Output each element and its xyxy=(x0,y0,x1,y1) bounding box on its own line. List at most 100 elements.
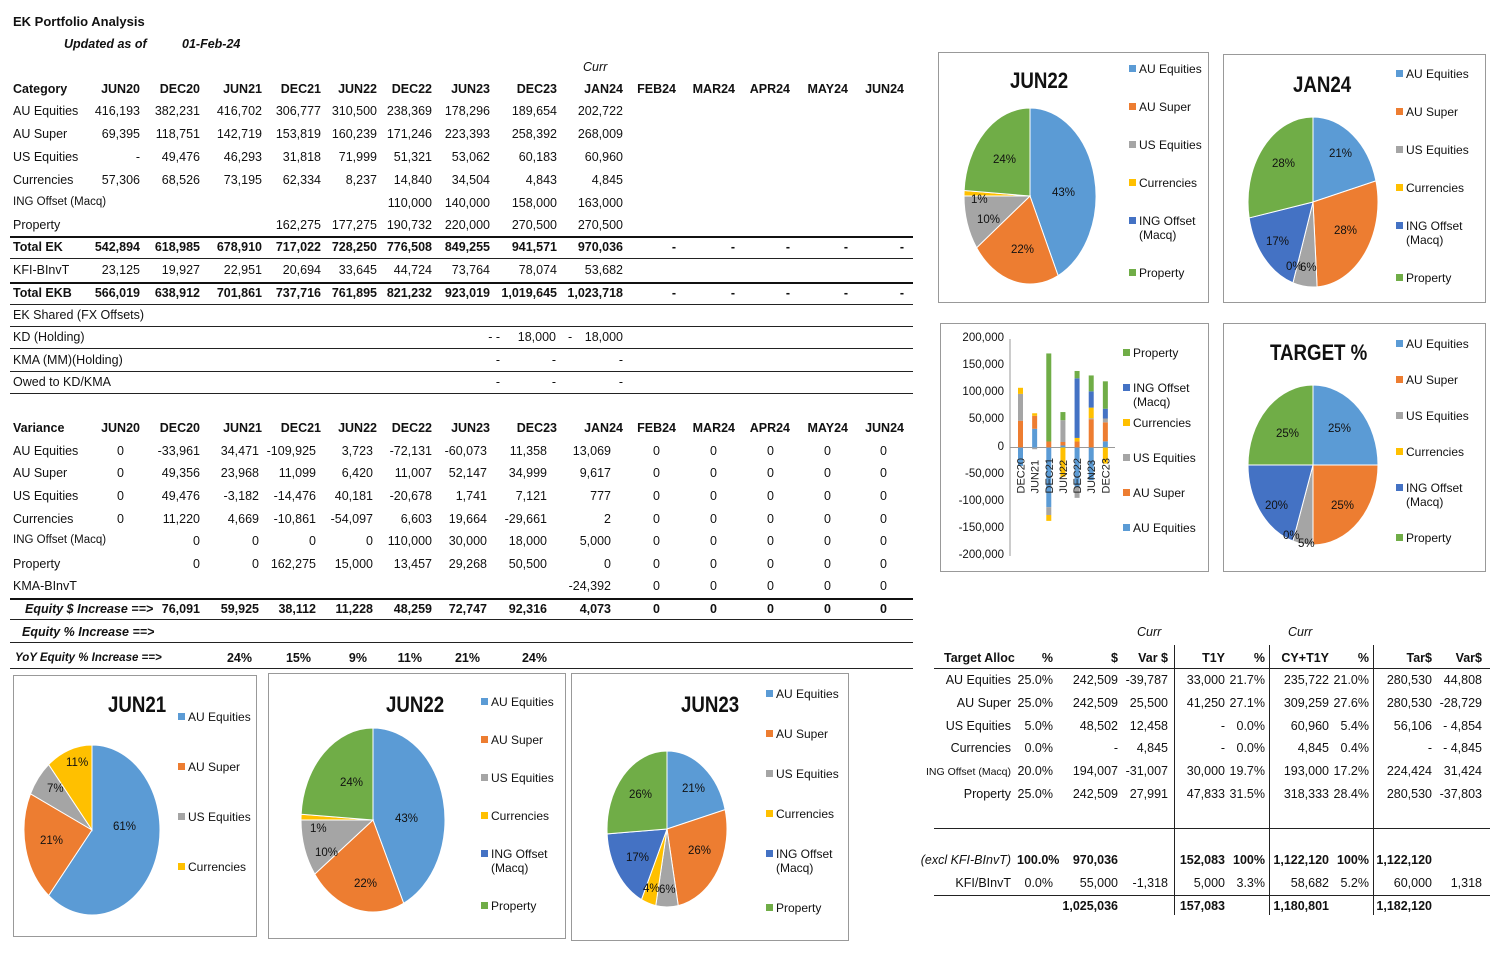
holding-label: KFI-BInvT xyxy=(13,263,70,277)
target-kfi-cell: 60,000 xyxy=(1393,876,1432,890)
pie-legend: AU Equities AU Super US Equities Currencies… xyxy=(481,695,566,937)
target-header: % xyxy=(1357,651,1369,665)
legend-swatch xyxy=(1123,384,1130,391)
shared-cell: - xyxy=(495,353,500,367)
target-cell: 280,530 xyxy=(1386,787,1432,801)
bar-segment xyxy=(1088,375,1094,392)
legend-item: Property xyxy=(766,901,851,915)
legend-swatch xyxy=(1123,349,1130,356)
target-header: T1Y xyxy=(1202,651,1225,665)
target-header: $ xyxy=(1111,651,1118,665)
target-cell: 0.0% xyxy=(1024,741,1054,755)
bar-segment xyxy=(1074,486,1080,498)
x-category-label: DEC20 xyxy=(1016,458,1028,493)
target-cell: - xyxy=(1427,741,1432,755)
legend-swatch xyxy=(766,690,773,697)
legend-item: AU Super xyxy=(1129,100,1214,114)
variance-cell: 0 xyxy=(252,534,259,548)
pie-data-label: 43% xyxy=(1052,187,1076,199)
legend-swatch xyxy=(766,850,773,857)
target-cell: 242,509 xyxy=(1072,696,1118,710)
bar-segment xyxy=(1060,420,1066,442)
equity-increase-cell: 0 xyxy=(653,602,660,616)
legend-swatch xyxy=(1123,489,1130,496)
variance-cell: -3,182 xyxy=(223,489,259,503)
variance-cell: 0 xyxy=(710,579,717,593)
legend-swatch xyxy=(1396,108,1403,115)
holding-label: Property xyxy=(13,218,61,232)
variance-cell: 110,000 xyxy=(387,534,432,548)
curr-label: Curr xyxy=(583,60,608,74)
legend-swatch xyxy=(1129,103,1136,110)
period-header: JUN23 xyxy=(451,82,490,96)
legend-label: Currencies xyxy=(188,860,247,874)
variance-period-header: DEC22 xyxy=(391,421,432,435)
target-cell: 194,007 xyxy=(1072,764,1118,778)
legend-label: AU Super xyxy=(1406,105,1459,119)
variance-cell: 4,669 xyxy=(227,512,259,526)
y-tick-label: 150,000 xyxy=(962,359,1004,372)
target-cell: 30,000 xyxy=(1186,764,1225,778)
pie-title: JUN22 xyxy=(1010,68,1069,93)
pie-slice-currencies xyxy=(48,744,93,832)
pie-data-label: 21% xyxy=(682,783,706,795)
variance-cell: 0 xyxy=(824,466,831,480)
target-cell: 19.7% xyxy=(1229,764,1265,778)
yoy-cell: 24% xyxy=(521,651,547,665)
page-title: EK Portfolio Analysis xyxy=(13,14,145,29)
variance-cell: 162,275 xyxy=(270,557,316,571)
variance-period-header: DEC23 xyxy=(516,421,557,435)
legend-label: AU Super xyxy=(491,733,544,747)
legend-swatch xyxy=(1396,274,1403,281)
legend-swatch xyxy=(481,698,488,705)
variance-cell: 0 xyxy=(880,534,887,548)
period-header: MAY24 xyxy=(807,82,848,96)
legend-label: ING Offset (Macq) xyxy=(1406,219,1463,247)
period-header: JUN22 xyxy=(338,82,377,96)
target-cell: 25.0% xyxy=(1017,787,1053,801)
target-cell: Property xyxy=(963,787,1011,801)
shared-label: KMA (MM)(Holding) xyxy=(13,353,123,367)
holding-cell: 761,895 xyxy=(331,286,377,300)
pie-data-label: 22% xyxy=(1011,244,1035,256)
legend-swatch xyxy=(1396,340,1403,347)
holding-cell: 69,395 xyxy=(101,127,140,141)
bar-segment xyxy=(1074,447,1080,487)
target-column-divider xyxy=(1269,645,1270,915)
holding-cell: 270,500 xyxy=(511,218,557,232)
shared-cell: 18,000 xyxy=(584,330,623,344)
holding-cell: 158,000 xyxy=(511,196,557,210)
pie-slice-au-super xyxy=(666,808,728,907)
legend-item: AU Equities xyxy=(481,695,566,709)
equity-increase-cell: 76,091 xyxy=(161,602,200,616)
variance-cell: 11,099 xyxy=(278,466,316,480)
legend-item: AU Equities xyxy=(1396,67,1481,81)
variance-cell: 0 xyxy=(710,444,717,458)
bar-segment xyxy=(1088,419,1094,448)
pie-data-label: 6% xyxy=(1300,262,1317,274)
legend-label: ING Offset (Macq) xyxy=(1139,214,1196,242)
period-header: DEC21 xyxy=(280,82,321,96)
holding-cell: 701,861 xyxy=(216,286,262,300)
legend-swatch xyxy=(481,902,488,909)
holding-label: ING Offset (Macq) xyxy=(13,196,107,208)
period-header: DEC23 xyxy=(516,82,557,96)
legend-label: AU Equities xyxy=(1406,337,1469,351)
holding-cell: 678,910 xyxy=(216,240,262,254)
pie-slice-au-equities xyxy=(666,750,726,830)
pie-data-label: 10% xyxy=(315,847,339,859)
target-total-cell: 1,025,036 xyxy=(1062,899,1118,913)
target-cell: 21.0% xyxy=(1333,673,1369,687)
target-cell: 224,424 xyxy=(1386,764,1432,778)
legend-swatch xyxy=(1396,448,1403,455)
legend-item: Currencies xyxy=(1396,181,1481,195)
legend-label: US Equities xyxy=(1133,451,1196,465)
target-cell: 280,530 xyxy=(1386,673,1432,687)
target-cell: 44,808 xyxy=(1443,673,1482,687)
pie-data-label: 17% xyxy=(626,852,650,864)
target-cell: -28,729 xyxy=(1439,696,1482,710)
target-excl-cell: 1,122,120 xyxy=(1376,853,1432,867)
target-cell: AU Super xyxy=(956,696,1011,710)
shared-cell: - xyxy=(551,375,556,389)
holding-cell: 177,275 xyxy=(331,218,377,232)
